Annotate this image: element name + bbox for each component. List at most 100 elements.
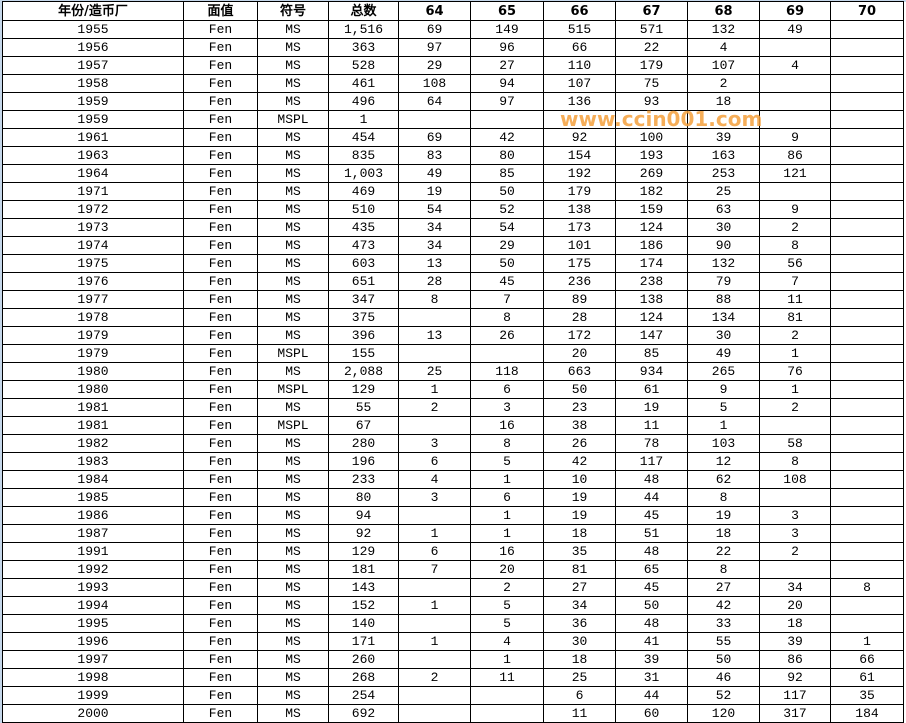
cell-grade-70[interactable] bbox=[830, 164, 904, 183]
cell-grade-64[interactable]: 1 bbox=[398, 596, 471, 615]
cell-grade-66[interactable]: 515 bbox=[543, 20, 616, 39]
cell-grade-66[interactable]: 192 bbox=[543, 164, 616, 183]
cell-grade-68[interactable]: 18 bbox=[687, 92, 760, 111]
cell-grade-64[interactable]: 6 bbox=[398, 452, 471, 471]
cell-total[interactable]: 254 bbox=[328, 686, 399, 705]
column-header-total[interactable]: 总数 bbox=[328, 1, 399, 21]
cell-grade-68[interactable] bbox=[687, 110, 760, 129]
cell-grade-70[interactable] bbox=[830, 506, 904, 525]
cell-grade-69[interactable]: 11 bbox=[759, 290, 831, 309]
cell-grade-68[interactable]: 12 bbox=[687, 452, 760, 471]
cell-grade-68[interactable]: 27 bbox=[687, 578, 760, 597]
cell-grade-67[interactable]: 19 bbox=[615, 398, 688, 417]
cell-denomination[interactable]: Fen bbox=[183, 92, 258, 111]
cell-grade-69[interactable]: 3 bbox=[759, 506, 831, 525]
cell-grade-69[interactable] bbox=[759, 74, 831, 93]
cell-grade-64[interactable] bbox=[398, 686, 471, 705]
cell-grade-67[interactable]: 50 bbox=[615, 596, 688, 615]
cell-denomination[interactable]: Fen bbox=[183, 452, 258, 471]
cell-grade-65[interactable]: 94 bbox=[470, 74, 544, 93]
cell-grade-67[interactable]: 65 bbox=[615, 560, 688, 579]
cell-grade-65[interactable]: 54 bbox=[470, 218, 544, 237]
cell-grade-68[interactable]: 265 bbox=[687, 362, 760, 381]
cell-grade-66[interactable]: 19 bbox=[543, 488, 616, 507]
cell-grade-65[interactable]: 96 bbox=[470, 38, 544, 57]
cell-total[interactable]: 1 bbox=[328, 110, 399, 129]
cell-denomination[interactable]: Fen bbox=[183, 218, 258, 237]
cell-grade-69[interactable] bbox=[759, 182, 831, 201]
cell-grade-65[interactable]: 29 bbox=[470, 236, 544, 255]
cell-grade-66[interactable]: 34 bbox=[543, 596, 616, 615]
cell-grade-70[interactable] bbox=[830, 560, 904, 579]
cell-grade-67[interactable]: 44 bbox=[615, 488, 688, 507]
cell-grade-64[interactable]: 3 bbox=[398, 488, 471, 507]
cell-grade-65[interactable]: 80 bbox=[470, 146, 544, 165]
cell-grade-69[interactable] bbox=[759, 416, 831, 435]
cell-total[interactable]: 181 bbox=[328, 560, 399, 579]
cell-denomination[interactable]: Fen bbox=[183, 326, 258, 345]
cell-denomination[interactable]: Fen bbox=[183, 56, 258, 75]
cell-denomination[interactable]: Fen bbox=[183, 182, 258, 201]
cell-grade-65[interactable]: 6 bbox=[470, 488, 544, 507]
cell-total[interactable]: 396 bbox=[328, 326, 399, 345]
cell-grade-70[interactable] bbox=[830, 452, 904, 471]
cell-grade-symbol[interactable]: MSPL bbox=[257, 416, 329, 435]
cell-denomination[interactable]: Fen bbox=[183, 560, 258, 579]
cell-grade-symbol[interactable]: MS bbox=[257, 686, 329, 705]
cell-grade-70[interactable] bbox=[830, 542, 904, 561]
cell-grade-66[interactable]: 30 bbox=[543, 632, 616, 651]
cell-grade-70[interactable] bbox=[830, 596, 904, 615]
cell-grade-70[interactable] bbox=[830, 434, 904, 453]
cell-grade-65[interactable]: 3 bbox=[470, 398, 544, 417]
column-header-year-mint[interactable]: 年份/造币厂 bbox=[2, 1, 184, 21]
cell-year-mint[interactable]: 1987 bbox=[2, 524, 184, 543]
cell-grade-70[interactable] bbox=[830, 74, 904, 93]
cell-grade-68[interactable]: 8 bbox=[687, 488, 760, 507]
cell-grade-64[interactable]: 108 bbox=[398, 74, 471, 93]
cell-grade-65[interactable]: 6 bbox=[470, 380, 544, 399]
cell-grade-66[interactable]: 18 bbox=[543, 524, 616, 543]
cell-grade-64[interactable]: 2 bbox=[398, 398, 471, 417]
cell-grade-70[interactable]: 66 bbox=[830, 650, 904, 669]
cell-grade-64[interactable]: 8 bbox=[398, 290, 471, 309]
cell-grade-68[interactable]: 132 bbox=[687, 254, 760, 273]
cell-denomination[interactable]: Fen bbox=[183, 344, 258, 363]
cell-grade-65[interactable]: 5 bbox=[470, 596, 544, 615]
cell-grade-65[interactable]: 4 bbox=[470, 632, 544, 651]
cell-year-mint[interactable]: 1983 bbox=[2, 452, 184, 471]
cell-grade-symbol[interactable]: MSPL bbox=[257, 110, 329, 129]
cell-total[interactable]: 2,088 bbox=[328, 362, 399, 381]
cell-grade-69[interactable]: 49 bbox=[759, 20, 831, 39]
cell-grade-68[interactable]: 79 bbox=[687, 272, 760, 291]
cell-grade-65[interactable]: 52 bbox=[470, 200, 544, 219]
cell-grade-66[interactable]: 154 bbox=[543, 146, 616, 165]
cell-grade-66[interactable]: 38 bbox=[543, 416, 616, 435]
cell-grade-66[interactable]: 107 bbox=[543, 74, 616, 93]
cell-grade-69[interactable]: 3 bbox=[759, 524, 831, 543]
cell-year-mint[interactable]: 1964 bbox=[2, 164, 184, 183]
column-header-grade-67[interactable]: 67 bbox=[615, 1, 688, 21]
cell-grade-66[interactable]: 138 bbox=[543, 200, 616, 219]
cell-grade-68[interactable]: 134 bbox=[687, 308, 760, 327]
column-header-grade-68[interactable]: 68 bbox=[687, 1, 760, 21]
cell-denomination[interactable]: Fen bbox=[183, 524, 258, 543]
cell-grade-70[interactable] bbox=[830, 362, 904, 381]
cell-grade-67[interactable]: 61 bbox=[615, 380, 688, 399]
cell-year-mint[interactable]: 1981 bbox=[2, 398, 184, 417]
cell-grade-64[interactable]: 54 bbox=[398, 200, 471, 219]
cell-grade-symbol[interactable]: MS bbox=[257, 20, 329, 39]
cell-grade-symbol[interactable]: MS bbox=[257, 92, 329, 111]
cell-grade-64[interactable] bbox=[398, 416, 471, 435]
cell-grade-69[interactable]: 2 bbox=[759, 398, 831, 417]
cell-year-mint[interactable]: 1979 bbox=[2, 326, 184, 345]
cell-grade-67[interactable]: 117 bbox=[615, 452, 688, 471]
cell-grade-66[interactable]: 20 bbox=[543, 344, 616, 363]
cell-grade-69[interactable]: 56 bbox=[759, 254, 831, 273]
cell-grade-symbol[interactable]: MS bbox=[257, 488, 329, 507]
cell-total[interactable]: 347 bbox=[328, 290, 399, 309]
cell-grade-69[interactable]: 8 bbox=[759, 236, 831, 255]
cell-grade-70[interactable] bbox=[830, 380, 904, 399]
cell-year-mint[interactable]: 1979 bbox=[2, 344, 184, 363]
cell-grade-67[interactable]: 60 bbox=[615, 704, 688, 723]
cell-total[interactable]: 94 bbox=[328, 506, 399, 525]
